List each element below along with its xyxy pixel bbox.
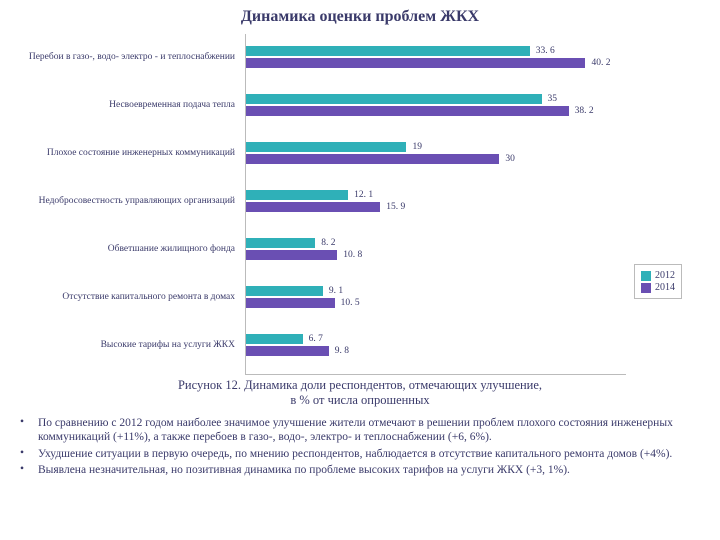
category-label: Обветшание жилищного фонда [20,244,235,254]
bar [246,238,315,248]
value-label: 40. 2 [591,58,610,68]
value-label: 15. 9 [386,202,405,212]
legend-label: 2012 [655,270,675,281]
category-label: Перебои в газо-, водо- электро - и тепло… [20,52,235,62]
bar [246,346,329,356]
bar [246,286,323,296]
value-label: 10. 8 [343,250,362,260]
page-title: Динамика оценки проблем ЖКХ [20,8,700,26]
value-label: 19 [412,142,422,152]
figure-caption: Рисунок 12. Динамика доли респондентов, … [20,378,700,408]
category-label: Высокие тарифы на услуги ЖКХ [20,340,235,350]
bullet-marker: • [20,416,38,445]
value-label: 6. 7 [309,334,323,344]
category-label: Отсутствие капитального ремонта в домах [20,292,235,302]
value-label: 9. 8 [335,346,349,356]
legend-swatch [641,283,651,293]
value-label: 12. 1 [354,190,373,200]
bullet-item: •Выявлена незначительная, но позитивная … [20,463,700,477]
bar [246,334,303,344]
value-label: 33. 6 [536,46,555,56]
bullet-text: Выявлена незначительная, но позитивная д… [38,463,700,477]
legend-item: 2012 [641,270,675,281]
bar [246,202,380,212]
caption-line: в % от числа опрошенных [290,393,429,407]
bar [246,250,337,260]
category-label: Недобросовестность управляющих организац… [20,196,235,206]
value-label: 35 [548,94,558,104]
legend: 20122014 [634,264,682,299]
bullet-item: •Ухудшение ситуации в первую очередь, по… [20,447,700,461]
bullet-text: По сравнению с 2012 годом наиболее значи… [38,416,700,445]
value-label: 9. 1 [329,286,343,296]
bullet-item: •По сравнению с 2012 годом наиболее знач… [20,416,700,445]
bullet-list: •По сравнению с 2012 годом наиболее знач… [20,416,700,478]
category-label: Плохое состояние инженерных коммуникаций [20,148,235,158]
value-label: 30 [505,154,515,164]
page: Динамика оценки проблем ЖКХ 33. 6 40. 2 35… [0,0,720,540]
bar [246,106,569,116]
legend-label: 2014 [655,282,675,293]
bullet-marker: • [20,447,38,461]
bar [246,190,348,200]
value-label: 8. 2 [321,238,335,248]
plot-area: 33. 6 40. 2 35 38. 2 19 30 12. 1 15. 9 8. 2 10. 8… [245,34,626,375]
bar [246,58,585,68]
bar [246,298,335,308]
legend-swatch [641,271,651,281]
bar [246,142,406,152]
bar-chart: 33. 6 40. 2 35 38. 2 19 30 12. 1 15. 9 8. 2 10. 8… [20,34,700,374]
value-label: 10. 5 [341,298,360,308]
bar [246,46,530,56]
category-label: Несвоевременная подача тепла [20,100,235,110]
bar [246,154,499,164]
legend-item: 2014 [641,282,675,293]
value-label: 38. 2 [575,106,594,116]
caption-line: Рисунок 12. Динамика доли респондентов, … [178,378,542,392]
bullet-text: Ухудшение ситуации в первую очередь, по … [38,447,700,461]
bar [246,94,542,104]
bullet-marker: • [20,463,38,477]
